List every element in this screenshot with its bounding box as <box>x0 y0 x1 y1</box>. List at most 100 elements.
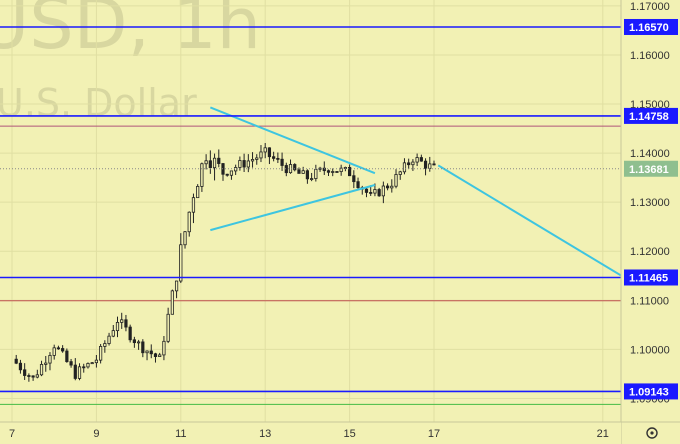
candle-body <box>385 185 390 189</box>
candle-body <box>187 211 191 233</box>
candle-body <box>153 353 158 357</box>
candle-body <box>318 167 322 170</box>
level-label: 1.11465 <box>629 272 668 284</box>
drawings <box>209 106 680 279</box>
watermark-symbol: USD, 1h <box>0 0 261 65</box>
time-axis[interactable]: 7911131517212325 <box>0 421 680 444</box>
candle-body <box>280 158 284 166</box>
candle-body <box>238 160 242 168</box>
time-tick-label: 9 <box>93 428 99 440</box>
settings-gear-icon[interactable] <box>646 427 658 439</box>
candle-body <box>158 354 162 357</box>
candle-body <box>174 280 179 292</box>
level-label: 1.09143 <box>629 386 669 398</box>
time-tick-label: 21 <box>597 428 609 440</box>
price-axis-bg <box>621 0 680 444</box>
candle-body <box>377 189 381 197</box>
candle-body <box>166 313 170 342</box>
price-tick-label: 1.11000 <box>630 295 669 307</box>
candle-body <box>242 160 246 168</box>
candle-body <box>347 167 352 177</box>
level-label-bg <box>624 18 678 35</box>
candle-body <box>103 343 107 347</box>
candle-body <box>52 347 56 356</box>
candle-body <box>94 359 98 364</box>
candle-body <box>73 364 77 379</box>
candle-body <box>267 147 272 158</box>
time-tick-label: 7 <box>9 428 15 440</box>
price-tick-label: 1.14000 <box>630 148 670 160</box>
time-axis-bg <box>0 422 621 444</box>
time-tick-label: 17 <box>428 428 440 440</box>
current-price-label: 1.13681 <box>629 164 669 176</box>
candle-body <box>208 160 212 169</box>
triangle-line <box>209 106 376 175</box>
candle-body <box>149 350 153 355</box>
candle-body <box>394 174 398 187</box>
candle-body <box>331 171 335 173</box>
price-tick-label: 1.10000 <box>630 344 670 356</box>
candle-body <box>18 362 23 371</box>
candle-body <box>352 175 356 183</box>
candle-body <box>120 319 124 323</box>
candle-body <box>411 161 415 166</box>
candle-body <box>305 170 310 180</box>
candles <box>14 143 436 382</box>
candle-body <box>423 160 428 169</box>
candle-body <box>402 162 407 173</box>
candle-body <box>141 341 145 354</box>
candle-body <box>217 157 221 164</box>
candle-body <box>31 375 35 378</box>
price-tick-label: 1.13000 <box>630 197 670 209</box>
candle-body <box>27 375 31 377</box>
price-tick-label: 1.16000 <box>630 50 670 62</box>
candle-body <box>276 157 280 160</box>
candle-body <box>263 147 267 153</box>
candle-body <box>322 167 326 172</box>
triangle-line <box>210 184 376 232</box>
candle-body <box>204 160 208 165</box>
candle-body <box>381 185 385 197</box>
candle-body <box>356 181 360 189</box>
candle-body <box>301 170 305 174</box>
candle-body <box>111 330 115 337</box>
candle-body <box>250 159 255 162</box>
level-label: 1.16570 <box>629 22 669 34</box>
level-label-bg <box>624 269 678 286</box>
price-tick-label: 1.08000 <box>630 443 670 444</box>
level-label: 1.14758 <box>629 111 669 123</box>
time-tick-label: 13 <box>259 428 271 440</box>
candle-body <box>77 366 82 379</box>
candle-body <box>56 347 61 350</box>
level-lines <box>0 26 621 393</box>
current-price-label-bg <box>624 160 678 177</box>
candle-body <box>335 171 339 173</box>
candle-body <box>69 361 73 366</box>
candle-body <box>297 169 301 174</box>
candle-body <box>407 162 411 166</box>
candle-body <box>61 348 65 352</box>
candle-body <box>124 319 128 328</box>
candle-body <box>428 163 432 169</box>
time-tick-label: 11 <box>175 428 186 440</box>
candle-body <box>35 374 39 378</box>
candle-body <box>90 362 94 365</box>
candle-body <box>419 157 423 162</box>
candle-body <box>259 151 263 159</box>
candle-body <box>128 326 132 341</box>
candle-body <box>48 355 52 364</box>
candle-body <box>23 369 27 376</box>
level-label-bg <box>624 107 678 124</box>
candle-body <box>44 362 48 365</box>
candle-body <box>107 335 111 344</box>
candle-body <box>255 157 259 160</box>
candle-body <box>246 160 250 168</box>
candle-body <box>136 341 141 344</box>
candle-body <box>326 170 331 173</box>
candle-body <box>191 197 196 213</box>
candle-body <box>415 157 419 163</box>
